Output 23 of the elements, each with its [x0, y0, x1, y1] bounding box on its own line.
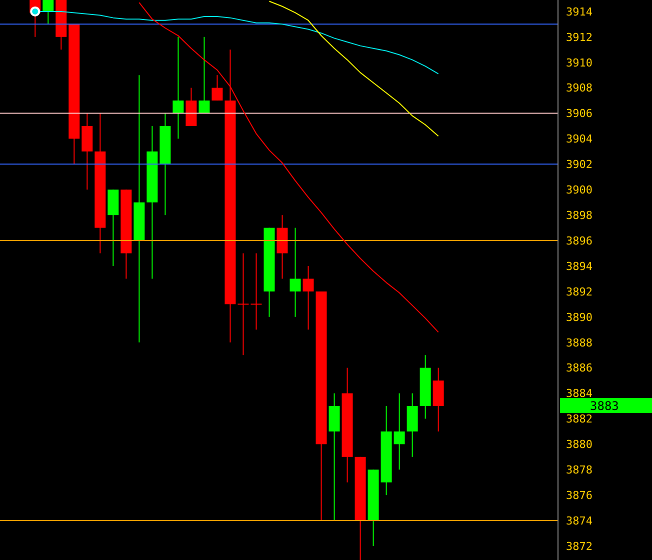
y-tick-label: 3896 — [566, 234, 592, 248]
y-tick-label: 3908 — [566, 82, 592, 95]
y-tick-label: 3878 — [566, 464, 592, 477]
y-tick-label: 3874 — [566, 514, 593, 528]
y-tick-label: 3900 — [566, 184, 592, 197]
y-tick-label: 3894 — [566, 260, 593, 273]
y-tick-label: 3888 — [566, 336, 592, 350]
y-tick-label: 3898 — [566, 208, 592, 222]
y-tick-label: 3886 — [566, 362, 592, 375]
y-tick-label: 3890 — [566, 310, 592, 324]
y-tick-label: 3912 — [566, 30, 592, 44]
y-tick-label: 3914 — [566, 5, 593, 18]
y-tick-label: 3902 — [566, 158, 592, 172]
y-tick-label: 3882 — [566, 412, 592, 426]
y-tick-label: 3880 — [566, 438, 592, 452]
y-tick-label: 3884 — [566, 387, 593, 400]
y-tick-label: 3904 — [566, 132, 593, 146]
y-tick-label: 3872 — [566, 540, 592, 553]
y-tick-label: 3892 — [566, 285, 592, 298]
y-tick-label: 3910 — [566, 56, 592, 70]
y-tick-label: 3906 — [566, 107, 592, 120]
y-tick-label: 3876 — [566, 488, 592, 502]
text: 3883 — [590, 399, 619, 413]
